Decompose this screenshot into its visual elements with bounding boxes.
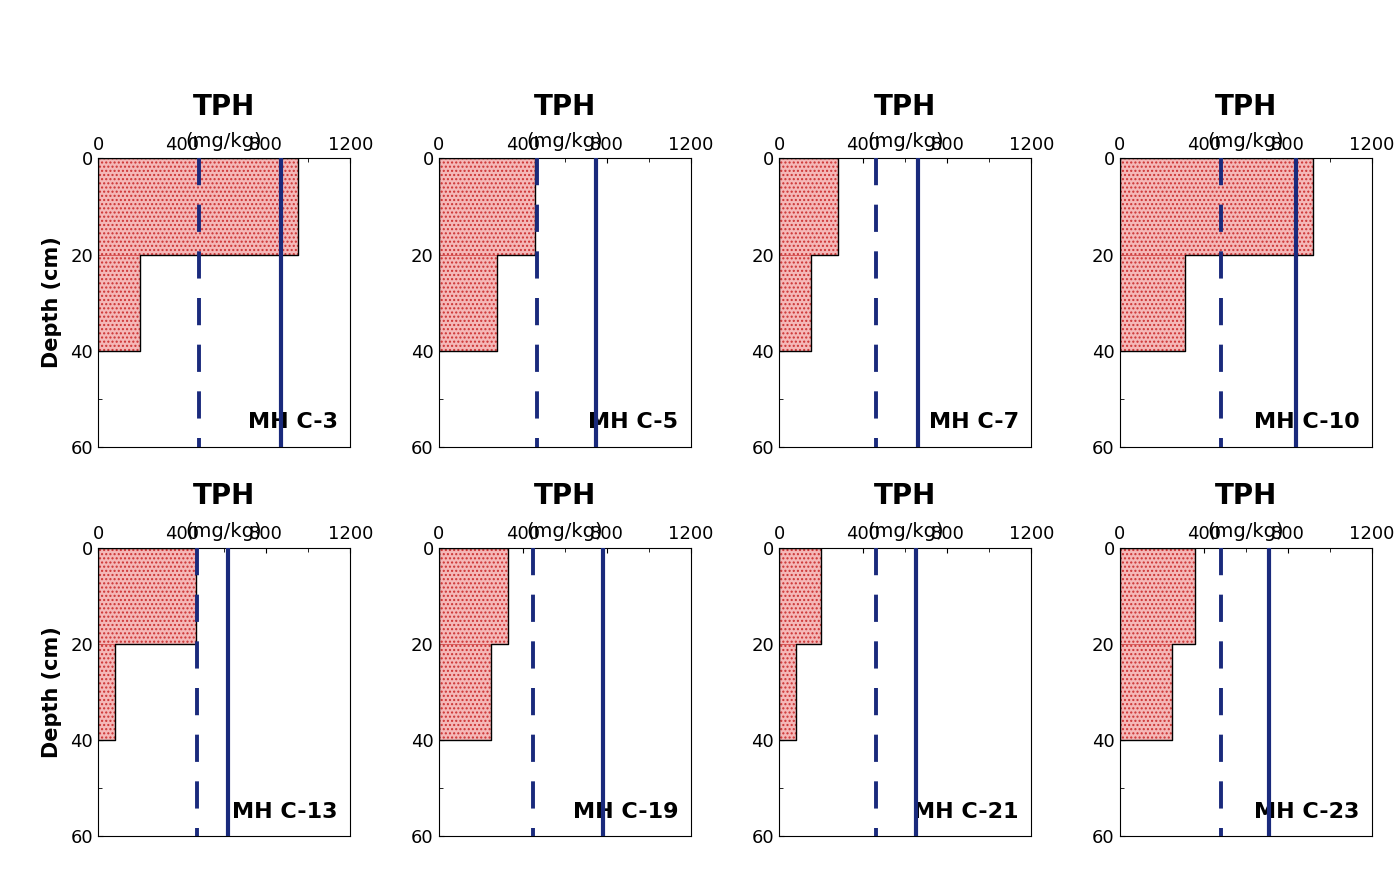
Text: TPH: TPH (193, 93, 255, 121)
Text: TPH: TPH (533, 482, 596, 510)
Bar (98, 547, 196, 644)
Bar (1120, 644, 1172, 740)
Text: TPH: TPH (1215, 93, 1277, 121)
Text: MH C-7: MH C-7 (928, 413, 1019, 432)
Text: (mg/kg): (mg/kg) (867, 522, 944, 540)
Bar (98, 644, 115, 740)
Bar (438, 254, 497, 350)
Y-axis label: Depth (cm): Depth (cm) (42, 237, 62, 369)
Text: TPH: TPH (874, 93, 937, 121)
Bar (98, 254, 140, 350)
Text: MH C-21: MH C-21 (913, 802, 1019, 822)
Bar (780, 254, 811, 350)
Text: MH C-19: MH C-19 (573, 802, 678, 822)
Text: (mg/kg): (mg/kg) (186, 133, 262, 151)
Text: MH C-5: MH C-5 (588, 413, 678, 432)
Bar (1120, 547, 1196, 644)
Bar (438, 158, 535, 254)
Text: (mg/kg): (mg/kg) (1208, 522, 1284, 540)
Text: MH C-23: MH C-23 (1254, 802, 1359, 822)
Bar (780, 547, 822, 644)
Bar (780, 158, 839, 254)
Text: (mg/kg): (mg/kg) (867, 133, 944, 151)
Bar (438, 547, 508, 644)
Bar (1120, 158, 1313, 254)
Text: TPH: TPH (1215, 482, 1277, 510)
Text: TPH: TPH (533, 93, 596, 121)
Text: (mg/kg): (mg/kg) (526, 133, 603, 151)
Text: MH C-3: MH C-3 (248, 413, 337, 432)
Bar (780, 644, 797, 740)
Text: TPH: TPH (193, 482, 255, 510)
Bar (438, 644, 491, 740)
Text: TPH: TPH (874, 482, 937, 510)
Text: (mg/kg): (mg/kg) (526, 522, 603, 540)
Text: (mg/kg): (mg/kg) (1208, 133, 1284, 151)
Text: MH C-13: MH C-13 (232, 802, 337, 822)
Bar (1120, 254, 1184, 350)
Y-axis label: Depth (cm): Depth (cm) (42, 626, 62, 758)
Text: MH C-10: MH C-10 (1253, 413, 1359, 432)
Bar (98, 158, 298, 254)
Text: (mg/kg): (mg/kg) (186, 522, 262, 540)
